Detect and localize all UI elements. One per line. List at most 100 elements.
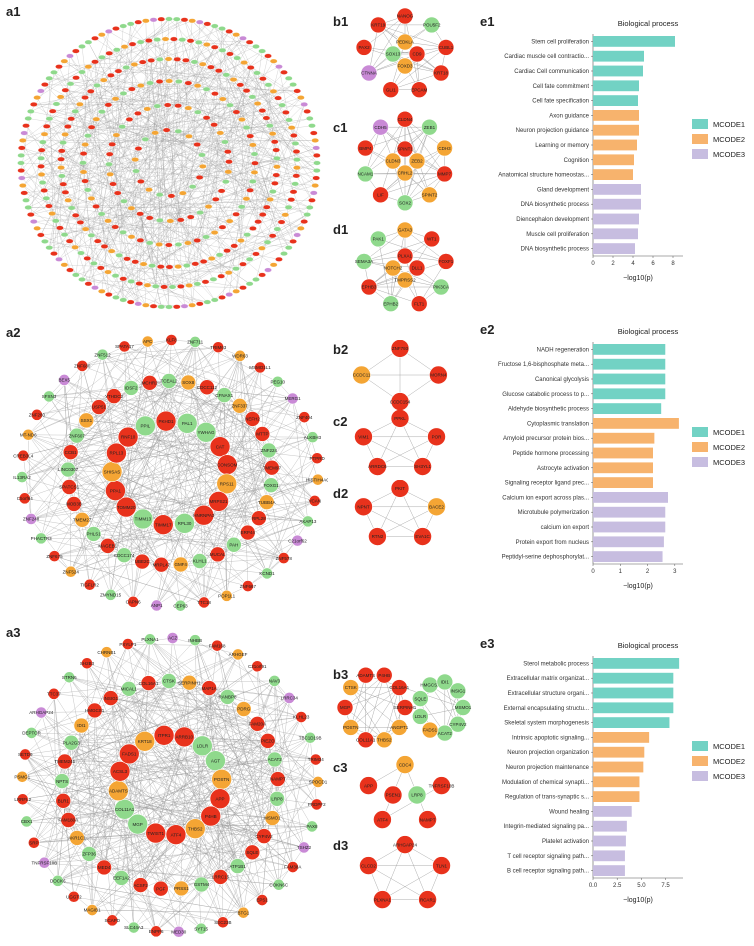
network-node: ZNF667 (240, 580, 257, 592)
a1-node (180, 17, 189, 23)
cluster-node: PLXA1 (396, 247, 414, 265)
a1-node (83, 256, 92, 261)
a1-node (27, 109, 35, 114)
cluster-b2-svg: ZNF793 MORN4 CCDC154 CCDC11 (352, 340, 448, 410)
a1-node (55, 257, 63, 262)
category-label: Modulation of chemical synapti... (502, 780, 589, 786)
network-node: NEFH2 (244, 411, 260, 427)
svg-text:SQLE: SQLE (414, 696, 426, 701)
cluster-b2: ZNF793 MORN4 CCDC154 CCDC11 (340, 340, 460, 410)
network-node: ACSL3 (109, 760, 131, 782)
a1-node (230, 243, 238, 249)
a1-node (84, 281, 93, 287)
svg-text:ANGPT1: ANGPT1 (390, 725, 409, 730)
svg-text:MSMO1: MSMO1 (455, 705, 472, 710)
network-node: ACZ (166, 632, 179, 644)
x-tick-label: 0 (591, 261, 595, 267)
svg-text:SPOCD1: SPOCD1 (309, 780, 328, 785)
a1-node (84, 187, 92, 193)
network-node: TMEM241 (54, 753, 76, 770)
a1-node (174, 128, 183, 134)
a1-node (37, 164, 45, 169)
network-node: KRT18 (134, 730, 156, 752)
a1-node (104, 102, 113, 108)
svg-text:CAT: CAT (216, 444, 225, 449)
network-node: LRRFL2 (14, 793, 32, 806)
a1-node (218, 224, 227, 230)
cluster-node: SH3YL1 (413, 457, 432, 476)
a1-node (312, 145, 320, 151)
a1-node (30, 102, 38, 107)
svg-text:AKAP13: AKAP13 (299, 519, 317, 524)
svg-text:AGT: AGT (211, 758, 221, 763)
category-label: Cardiac Cell communication (514, 69, 589, 75)
a1-node (282, 110, 290, 115)
a1-node (252, 251, 260, 257)
a1-node (66, 81, 75, 87)
a1-node (237, 238, 245, 243)
svg-text:LRRC34: LRRC34 (281, 696, 299, 701)
network-node: USP51 (91, 399, 107, 415)
a1-node (148, 263, 156, 269)
network-node: MSMO1L1 (249, 361, 271, 374)
network-node: MT-ND6 (20, 428, 37, 441)
a1-node (249, 179, 257, 184)
svg-text:NAMPT: NAMPT (270, 777, 286, 782)
svg-text:ARRDC6: ARRDC6 (368, 464, 387, 469)
a1-node (175, 79, 183, 84)
svg-text:MRPS21: MRPS21 (210, 499, 229, 504)
network-node: KLHL23 (293, 711, 310, 723)
a1-node (136, 39, 145, 45)
svg-text:INSIG1: INSIG1 (450, 688, 465, 693)
network-node: P4HB (200, 805, 222, 827)
category-label: NADH regeneration (537, 347, 589, 353)
svg-text:KRT18: KRT18 (138, 739, 152, 744)
category-label: Neuron projection maintenance (506, 765, 590, 771)
a1-node (17, 160, 25, 166)
a1-node (236, 82, 245, 88)
a1-node (105, 151, 114, 157)
a1-node (81, 142, 89, 147)
a1-node (275, 257, 283, 262)
x-axis-label: −log10(p) (623, 275, 653, 282)
a1-node (209, 276, 218, 282)
a1-node (114, 68, 123, 74)
a1-node (91, 285, 99, 291)
a1-node (112, 132, 121, 138)
a1-node (225, 29, 233, 34)
network-node: SCAPD (105, 914, 121, 927)
bar (593, 492, 668, 503)
svg-text:ACSL3: ACSL3 (113, 769, 128, 774)
legend-label: MCODE3 (713, 458, 745, 467)
x-tick-label: 0.0 (589, 883, 598, 889)
panel-label-e1: e1 (480, 14, 495, 29)
network-node: RANBP8 (218, 689, 237, 705)
a1-node (174, 242, 183, 247)
x-tick-label: 6 (651, 261, 655, 267)
x-axis-label: −log10(p) (623, 897, 653, 904)
a1-node (225, 159, 233, 165)
a1-node (185, 283, 193, 288)
network-node: FAM20A (249, 716, 266, 732)
network-node: PEG10 (270, 375, 285, 388)
chart-title: Biological process (618, 641, 679, 650)
cluster-node: CTNNA (360, 64, 378, 82)
svg-text:SQLE: SQLE (246, 850, 258, 855)
a1-node (190, 59, 199, 65)
cluster-node: ARRDC6 (368, 457, 387, 476)
a1-node (20, 190, 28, 196)
a1-node (106, 171, 114, 177)
a1-node (248, 94, 257, 100)
svg-text:COL11A1: COL11A1 (356, 738, 376, 743)
svg-text:CDCC112: CDCC112 (197, 385, 218, 390)
a1-node (134, 19, 142, 25)
svg-text:THBS2: THBS2 (188, 826, 203, 831)
svg-text:ZNF512: ZNF512 (94, 352, 111, 357)
a1-node (17, 153, 25, 158)
bar (593, 732, 650, 743)
a1-node (119, 23, 128, 29)
svg-text:RTN2: RTN2 (372, 534, 384, 539)
network-node: SHISAS (101, 461, 123, 483)
a1-node (308, 123, 316, 129)
a1-node (280, 251, 288, 256)
